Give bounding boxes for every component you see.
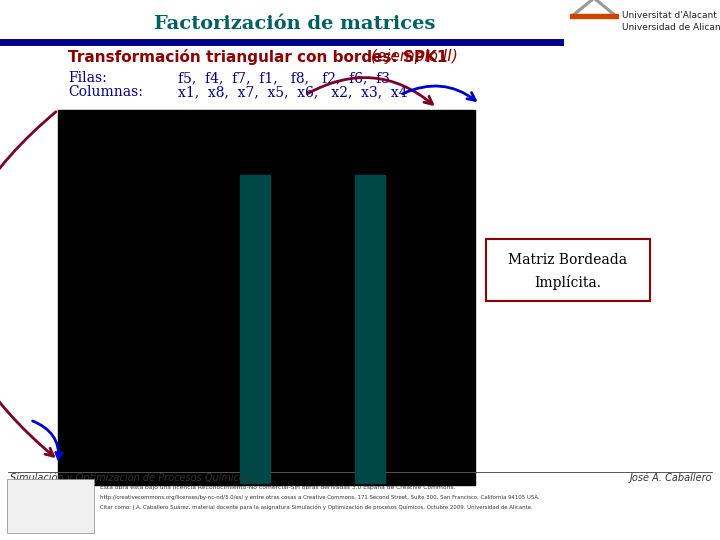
Text: Citar como: J.A. Caballero Suárez, material docente para la asignatura Simulació: Citar como: J.A. Caballero Suárez, mater… — [100, 504, 533, 510]
Polygon shape — [240, 175, 270, 483]
Polygon shape — [577, 1, 611, 15]
Text: Universidad de Alicante: Universidad de Alicante — [622, 23, 720, 31]
Text: Universitat d'Alacant: Universitat d'Alacant — [622, 11, 717, 21]
Text: Factorización de matrices: Factorización de matrices — [154, 15, 436, 33]
Text: Matriz Bordeada: Matriz Bordeada — [508, 253, 628, 267]
Polygon shape — [355, 175, 385, 483]
Text: x1,  x8,  x7,  x5,  x6,   x2,  x3,  x4: x1, x8, x7, x5, x6, x2, x3, x4 — [178, 85, 408, 99]
FancyArrowPatch shape — [307, 78, 433, 104]
Text: cc  ⊕ ⊜ ⊛: cc ⊕ ⊜ ⊛ — [30, 501, 71, 510]
Polygon shape — [572, 0, 616, 15]
FancyBboxPatch shape — [7, 479, 94, 533]
Text: José A. Caballero: José A. Caballero — [629, 472, 712, 483]
Text: Esta obra está bajo una licencia Reconocimiento-No comercial-Sin obras derivadas: Esta obra está bajo una licencia Reconoc… — [100, 484, 455, 490]
Text: Transformación triangular con bordes: SPK1: Transformación triangular con bordes: SP… — [68, 49, 447, 65]
Polygon shape — [58, 110, 475, 485]
Text: Simulación y Optimización de Procesos Químicos.: Simulación y Optimización de Procesos Qu… — [10, 472, 253, 483]
FancyBboxPatch shape — [486, 239, 650, 301]
Text: Filas:: Filas: — [68, 71, 107, 85]
Text: f5,  f4,  f7,  f1,   f8,   f2,  f6,  f3: f5, f4, f7, f1, f8, f2, f6, f3 — [178, 71, 390, 85]
FancyArrowPatch shape — [402, 86, 475, 100]
Text: http://creativecommons.org/licenses/by-nc-nd/3.0/es/ y entre otras cosas a Creat: http://creativecommons.org/licenses/by-n… — [100, 495, 539, 500]
FancyArrowPatch shape — [0, 112, 56, 456]
Text: Columnas:: Columnas: — [68, 85, 143, 99]
Polygon shape — [570, 14, 618, 18]
Text: (ejemplo II): (ejemplo II) — [366, 50, 458, 64]
FancyArrowPatch shape — [32, 421, 63, 459]
Text: Implícita.: Implícita. — [534, 274, 601, 289]
